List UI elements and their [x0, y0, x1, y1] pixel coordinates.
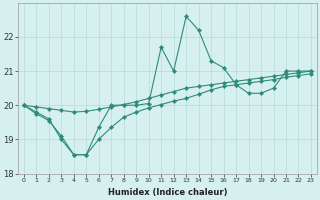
- X-axis label: Humidex (Indice chaleur): Humidex (Indice chaleur): [108, 188, 227, 197]
